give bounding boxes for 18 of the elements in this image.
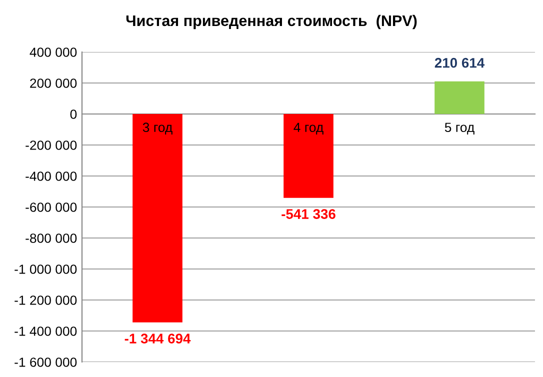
data-label: 210 614 [434,58,485,68]
y-tick-label: -200 000 [26,140,77,150]
y-tick-label: -1 000 000 [14,264,77,274]
y-tick-label: -1 400 000 [14,326,77,336]
x-tick-label: 5 год [444,122,474,135]
y-tick-label: -800 000 [26,234,77,243]
chart-title: Чистая приведенная стоимость (NPV) [126,14,417,30]
y-tick-label: -1 600 000 [14,358,77,367]
y-tick-label: -1 200 000 [14,296,77,305]
y-tick-label: 200 000 [30,78,77,88]
data-label: -1 344 694 [124,334,191,344]
y-tick-label: 400 000 [30,48,77,57]
y-tick-label: -400 000 [26,172,77,181]
x-tick-label: 3 год [142,122,172,135]
y-tick-label: 0 [70,110,77,119]
x-tick-label: 4 год [294,122,324,135]
y-tick-label: -600 000 [26,202,77,212]
data-label: -541 336 [282,209,336,219]
